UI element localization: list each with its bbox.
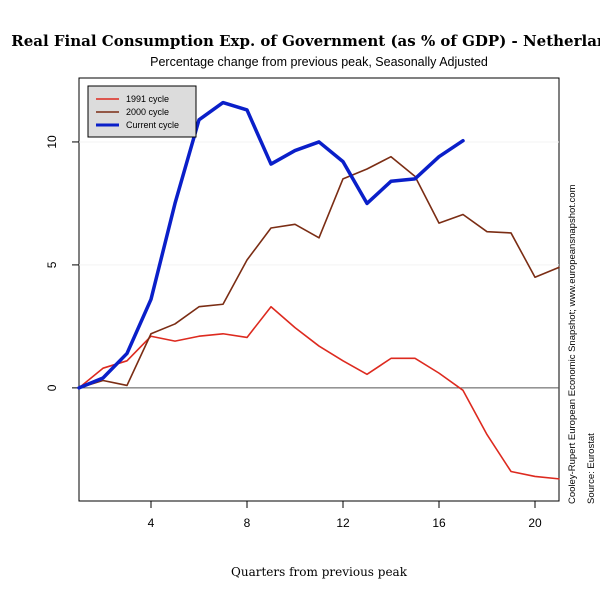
chart-subtitle: Percentage change from previous peak, Se… xyxy=(150,55,488,69)
legend-label-current-cycle: Current cycle xyxy=(126,120,179,130)
x-tick-label: 8 xyxy=(244,516,251,530)
series-line-current-cycle xyxy=(77,100,465,390)
y-tick-label: 5 xyxy=(45,261,59,268)
series-line-1991-cycle xyxy=(78,305,560,480)
axis-ticks: 4 8 12 16 20 0 5 10 xyxy=(45,135,542,530)
series-line-2000-cycle xyxy=(78,155,560,389)
x-axis-label: Quarters from previous peak xyxy=(231,565,408,579)
legend-label-2000-cycle: 2000 cycle xyxy=(126,107,169,117)
plot-frame xyxy=(78,77,560,502)
reference-line-layer xyxy=(79,141,559,389)
y-tick-label: 10 xyxy=(45,135,59,149)
legend-label-1991-cycle: 1991 cycle xyxy=(126,94,169,104)
x-tick-label: 12 xyxy=(336,516,350,530)
x-tick-label: 4 xyxy=(148,516,155,530)
chart-title: Real Final Consumption Exp. of Governmen… xyxy=(11,32,600,50)
legend: 1991 cycle 2000 cycle Current cycle xyxy=(87,85,197,138)
y-tick-label: 0 xyxy=(45,384,59,391)
source-credit: Cooley-Rupert European Economic Snapshot… xyxy=(567,184,578,504)
x-tick-label: 20 xyxy=(528,516,542,530)
x-tick-label: 16 xyxy=(432,516,446,530)
series-layer xyxy=(77,100,560,480)
source-note: Source: Eurostat xyxy=(586,433,597,504)
